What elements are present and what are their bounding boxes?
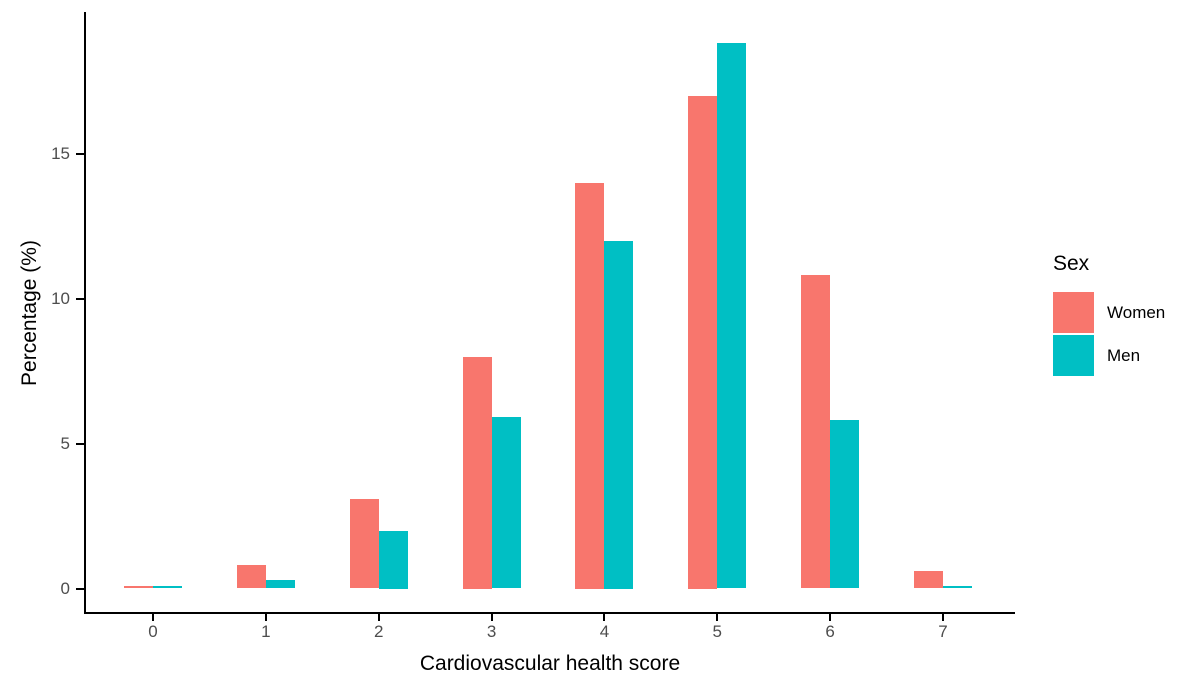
x-tick-1 (264, 614, 267, 621)
y-tick-label-15: 15 (51, 143, 70, 163)
bar-women-0 (124, 585, 153, 589)
legend-title: Sex (1053, 252, 1090, 275)
x-tick-label-7: 7 (938, 622, 948, 641)
bar-women-6 (801, 275, 831, 589)
legend-item-women: Women (1053, 292, 1165, 333)
x-axis-line (84, 612, 1015, 614)
x-tick-6 (829, 614, 832, 621)
x-tick-label-0: 0 (148, 622, 158, 641)
bar-women-1 (236, 565, 266, 589)
legend-label-men: Men (1107, 345, 1141, 365)
legend-label-women: Women (1107, 302, 1166, 322)
legend-swatch-women (1053, 292, 1094, 333)
bar-women-3 (462, 356, 492, 589)
legend-swatch-men (1053, 335, 1094, 376)
x-axis-title: Cardiovascular health score (419, 652, 681, 675)
x-tick-label-4: 4 (599, 622, 610, 641)
y-tick-label-0: 0 (60, 578, 70, 598)
y-axis-title: Percentage (%) (18, 240, 41, 386)
x-tick-5 (716, 614, 719, 621)
bar-men-1 (265, 579, 295, 589)
x-tick-label-3: 3 (486, 622, 497, 641)
bar-men-7 (942, 585, 972, 589)
x-tick-label-2: 2 (373, 622, 384, 641)
y-tick-0 (76, 587, 84, 590)
legend: Sex Women Men (1053, 251, 1165, 378)
y-axis-line (84, 12, 86, 614)
x-tick-label-6: 6 (825, 622, 835, 641)
x-tick-2 (377, 614, 380, 621)
y-tick-label-5: 5 (60, 433, 70, 453)
x-tick-4 (603, 614, 606, 621)
bar-women-2 (349, 498, 379, 589)
x-tick-0 (152, 614, 154, 621)
y-tick-5 (76, 442, 84, 445)
legend-item-men: Men (1053, 335, 1165, 376)
bar-men-4 (604, 240, 634, 589)
x-tick-3 (490, 614, 493, 621)
bar-women-5 (688, 95, 718, 589)
x-tick-label-5: 5 (712, 622, 723, 641)
y-tick-label-10: 10 (51, 288, 70, 308)
bar-women-4 (575, 182, 605, 589)
y-tick-10 (76, 297, 84, 300)
bar-men-0 (153, 585, 182, 589)
bar-women-7 (913, 571, 943, 589)
bar-men-3 (491, 417, 521, 589)
x-tick-7 (941, 614, 944, 621)
bar-men-6 (830, 420, 860, 589)
bar-men-2 (378, 530, 408, 589)
bar-men-5 (717, 43, 747, 589)
y-tick-15 (76, 152, 84, 155)
x-tick-label-1: 1 (261, 622, 271, 641)
